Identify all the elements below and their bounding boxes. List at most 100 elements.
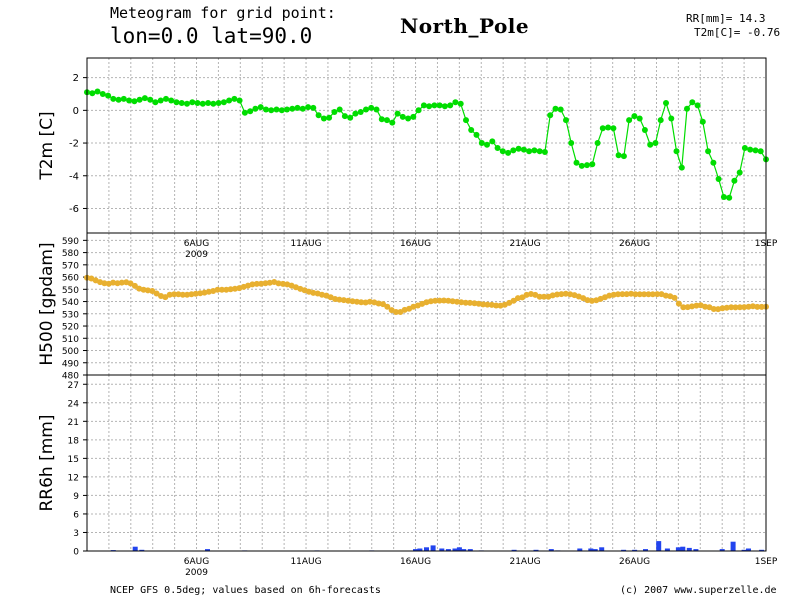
t2m-data-point	[520, 146, 527, 153]
t2m-data-point	[347, 114, 354, 121]
y-tick-label: 6	[73, 510, 79, 520]
h500-data-point	[745, 303, 752, 310]
t2m-data-point	[352, 110, 359, 117]
precip-bar	[621, 549, 627, 551]
t2m-data-point	[731, 177, 738, 184]
t2m-data-point	[620, 153, 627, 160]
h500-data-point	[475, 300, 482, 307]
t2m-data-point	[510, 147, 517, 154]
precip-bar	[632, 549, 638, 551]
h500-data-point	[214, 286, 221, 293]
temperature-current: T2m[C]= -0.76	[694, 26, 781, 39]
t2m-data-point	[547, 112, 554, 119]
t2m-data-point	[568, 140, 575, 146]
h500-data-point	[541, 293, 547, 300]
t2m-data-point	[673, 148, 680, 155]
h500-data-point	[227, 286, 234, 293]
h500-data-point	[179, 291, 186, 298]
h500-data-point	[554, 291, 561, 298]
precip-bar	[675, 547, 681, 551]
t2m-data-point	[231, 95, 238, 102]
t2m-data-point	[194, 100, 201, 106]
t2m-data-point	[647, 141, 654, 148]
t2m-data-point	[447, 102, 454, 109]
t2m-data-point	[678, 164, 685, 171]
t2m-data-point	[336, 106, 343, 113]
station-name: North_Pole	[400, 14, 530, 38]
t2m-data-point	[136, 96, 143, 103]
y-tick-label: 0	[73, 106, 79, 117]
t2m-data-point	[173, 99, 180, 106]
precip-bar	[693, 549, 699, 551]
h500-data-point	[384, 303, 391, 310]
h500-data-point	[249, 281, 256, 288]
t2m-data-point	[736, 169, 743, 176]
h500-data-point	[192, 290, 199, 297]
y-tick-label: 18	[68, 436, 80, 446]
t2m-data-point	[473, 131, 480, 138]
precip-bar	[588, 548, 594, 551]
t2m-data-point	[536, 148, 543, 155]
h500-data-point	[101, 280, 108, 287]
t2m-data-point	[115, 96, 122, 103]
h500-data-point	[710, 306, 717, 312]
h500-data-point	[258, 280, 265, 287]
y-axis-label: RR6h [mm]	[37, 414, 57, 511]
precip-bar	[719, 549, 725, 551]
x-tick-label: 21AUG	[509, 557, 540, 567]
t2m-data-point	[747, 146, 754, 153]
t2m-data-point	[199, 100, 206, 107]
t2m-data-point	[457, 100, 464, 107]
t2m-data-point	[289, 105, 296, 112]
t2m-data-point	[431, 102, 438, 109]
x-tick-label: 26AUG	[619, 557, 650, 567]
t2m-data-point	[236, 97, 243, 104]
precip-bar	[599, 547, 605, 551]
t2m-data-point	[694, 102, 701, 109]
y-axis-label: T2m [C]	[37, 111, 57, 180]
y-tick-label: 490	[62, 359, 79, 369]
y-tick-label: 540	[62, 298, 79, 308]
t2m-data-point	[699, 118, 706, 125]
t2m-data-point	[147, 96, 154, 103]
h500-data-point	[754, 303, 761, 310]
t2m-data-point	[468, 127, 475, 133]
t2m-data-point	[110, 95, 117, 102]
h500-data-point	[728, 304, 735, 311]
t2m-data-point	[168, 97, 175, 104]
h500-data-point	[366, 298, 373, 305]
h500-data-point	[628, 290, 635, 297]
header-caption: Meteogram for grid point:	[110, 4, 336, 22]
precip-bar	[759, 549, 765, 551]
h500-data-point	[349, 298, 356, 305]
h500-data-point	[558, 291, 565, 298]
x-tick-label: 21AUG	[509, 239, 540, 249]
precip-bar	[205, 549, 210, 551]
x-tick-label: 6AUG	[184, 239, 209, 249]
h500-data-point	[723, 304, 730, 311]
y-tick-label: 500	[62, 347, 79, 357]
h500-data-point	[380, 301, 386, 308]
t2m-data-point	[610, 125, 617, 132]
t2m-data-point	[557, 106, 564, 113]
data-source-note: NCEP GFS 0.5deg; values based on 6h-fore…	[110, 585, 381, 596]
h500-data-point	[736, 304, 743, 311]
t2m-data-point	[452, 99, 459, 106]
t2m-data-point	[652, 140, 659, 146]
y-tick-label: 24	[68, 399, 80, 409]
t2m-data-point	[541, 149, 548, 155]
precip-bar	[132, 546, 138, 551]
t2m-data-point	[415, 107, 422, 114]
t2m-data-point	[89, 90, 96, 97]
h500-data-point	[632, 291, 639, 298]
t2m-data-point	[294, 104, 301, 111]
t2m-data-point	[152, 99, 159, 106]
h500-data-point	[462, 299, 469, 306]
t2m-data-point	[589, 161, 596, 168]
t2m-data-point	[94, 88, 101, 95]
t2m-data-point	[584, 162, 590, 169]
h500-data-point	[619, 291, 626, 298]
precip-bar	[548, 549, 554, 551]
h500-data-point	[758, 303, 765, 310]
t2m-data-point	[410, 113, 417, 120]
